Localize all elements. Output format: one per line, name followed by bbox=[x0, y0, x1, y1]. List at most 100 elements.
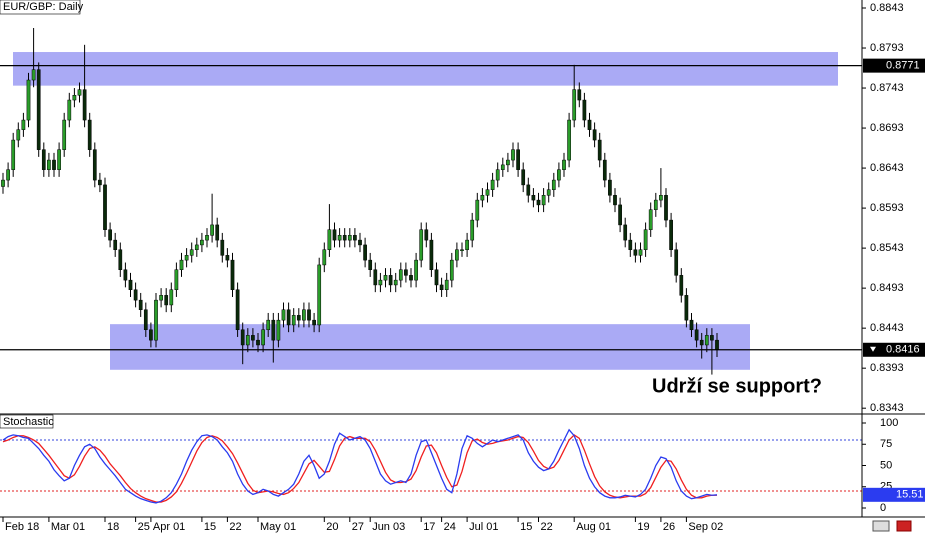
candle-body bbox=[455, 249, 459, 261]
candle-body bbox=[669, 219, 673, 250]
candle-body bbox=[398, 269, 403, 281]
y-tick-label: 0.8393 bbox=[870, 362, 904, 374]
value-label: 15.51 bbox=[896, 489, 924, 501]
candle-body bbox=[159, 295, 163, 301]
icon[interactable] bbox=[896, 520, 912, 532]
icon[interactable] bbox=[872, 520, 890, 532]
candle-body bbox=[296, 315, 301, 321]
candle-body bbox=[368, 259, 373, 270]
candle-body bbox=[363, 244, 367, 261]
annotation: Udrží se support? bbox=[652, 375, 822, 397]
candle-body bbox=[704, 335, 709, 346]
candle-body bbox=[189, 249, 194, 256]
candle-body bbox=[541, 195, 546, 206]
x-tick-label: 17 bbox=[423, 521, 435, 533]
candle-body bbox=[31, 69, 36, 81]
x-tick-label: 24 bbox=[444, 521, 456, 533]
candle-body bbox=[256, 339, 260, 346]
candle-body bbox=[72, 94, 77, 101]
candle-body bbox=[551, 179, 556, 190]
candle-body bbox=[643, 229, 648, 250]
candle-body bbox=[460, 249, 464, 251]
candle-body bbox=[245, 335, 250, 346]
candle-body bbox=[424, 229, 429, 241]
x-tick-label: 26 bbox=[663, 521, 675, 533]
candle-body bbox=[98, 179, 102, 186]
y-tick-label: 0.8593 bbox=[870, 202, 904, 214]
candle-body bbox=[648, 209, 653, 230]
candle-body bbox=[342, 235, 347, 241]
chart-title: EUR/GBP: Daily bbox=[3, 1, 84, 13]
candle-body bbox=[602, 159, 607, 181]
y-tick-label: 0.8793 bbox=[870, 42, 904, 54]
candle-body bbox=[220, 239, 225, 256]
candle-body bbox=[358, 239, 362, 246]
x-tick-label: 27 bbox=[352, 521, 364, 533]
value-label-box bbox=[863, 487, 925, 502]
candle-body bbox=[638, 249, 643, 256]
candle-body bbox=[577, 89, 582, 101]
candle-body bbox=[618, 204, 622, 226]
price-label: 0.8416 bbox=[886, 344, 920, 356]
candle-body bbox=[506, 159, 510, 166]
candle-body bbox=[659, 195, 663, 201]
candle-body bbox=[77, 89, 82, 96]
candle-body bbox=[123, 269, 128, 281]
y-tick-label: 50 bbox=[880, 459, 892, 471]
candle-body bbox=[347, 235, 352, 241]
candle-body bbox=[490, 179, 495, 190]
toolbar-icons bbox=[872, 520, 912, 532]
candle-body bbox=[623, 224, 628, 241]
candle-body bbox=[521, 169, 526, 186]
candle-body bbox=[546, 189, 551, 196]
title-box bbox=[0, 0, 81, 15]
candle-body bbox=[572, 89, 577, 121]
candle-body bbox=[169, 289, 174, 306]
candle-body bbox=[485, 189, 490, 196]
y-tick-label: 100 bbox=[880, 417, 898, 429]
y-tick-label: 0.8443 bbox=[870, 322, 904, 334]
candle-body bbox=[291, 315, 296, 326]
candle-body bbox=[511, 149, 515, 161]
candle-body bbox=[251, 335, 255, 341]
candle-body bbox=[332, 229, 337, 241]
candle-body bbox=[210, 224, 214, 236]
candle-body bbox=[470, 219, 475, 241]
candle-body bbox=[557, 169, 561, 181]
x-tick-label: May 01 bbox=[260, 521, 296, 533]
candle-body bbox=[26, 79, 31, 121]
candle-body bbox=[608, 179, 612, 196]
y-tick-label: 0.8493 bbox=[870, 282, 904, 294]
stochastic-line bbox=[2, 428, 718, 504]
candle-body bbox=[149, 329, 153, 341]
candle-body bbox=[16, 129, 21, 141]
candle-body bbox=[404, 269, 408, 276]
candle-body bbox=[592, 129, 597, 141]
indicator-title: Stochastic bbox=[3, 416, 54, 428]
candle-body bbox=[307, 309, 311, 321]
candle-body bbox=[266, 319, 271, 331]
candle-body bbox=[174, 269, 179, 290]
x-tick-label: 18 bbox=[107, 521, 119, 533]
candle-body bbox=[138, 299, 143, 311]
x-tick-label: 25 bbox=[138, 521, 150, 533]
indicator-title-box bbox=[0, 414, 54, 429]
x-tick-label: Apr 01 bbox=[153, 521, 185, 533]
zone bbox=[13, 52, 838, 86]
y-tick-label: 0.8343 bbox=[870, 402, 904, 414]
candle-body bbox=[434, 269, 439, 286]
candle-body bbox=[6, 169, 10, 181]
candle-body bbox=[128, 279, 133, 290]
candle-body bbox=[674, 249, 679, 276]
candle-body bbox=[47, 159, 51, 170]
x-tick-label: 15 bbox=[204, 521, 216, 533]
candle-body bbox=[113, 239, 118, 250]
x-tick-label: Sep 02 bbox=[688, 521, 723, 533]
stochastic-line bbox=[2, 434, 717, 503]
candle-body bbox=[67, 99, 72, 121]
candle-body bbox=[57, 149, 61, 170]
candle-body bbox=[1, 179, 5, 187]
candle-body bbox=[378, 279, 383, 286]
candle-body bbox=[118, 249, 123, 270]
candle-body bbox=[679, 275, 684, 296]
